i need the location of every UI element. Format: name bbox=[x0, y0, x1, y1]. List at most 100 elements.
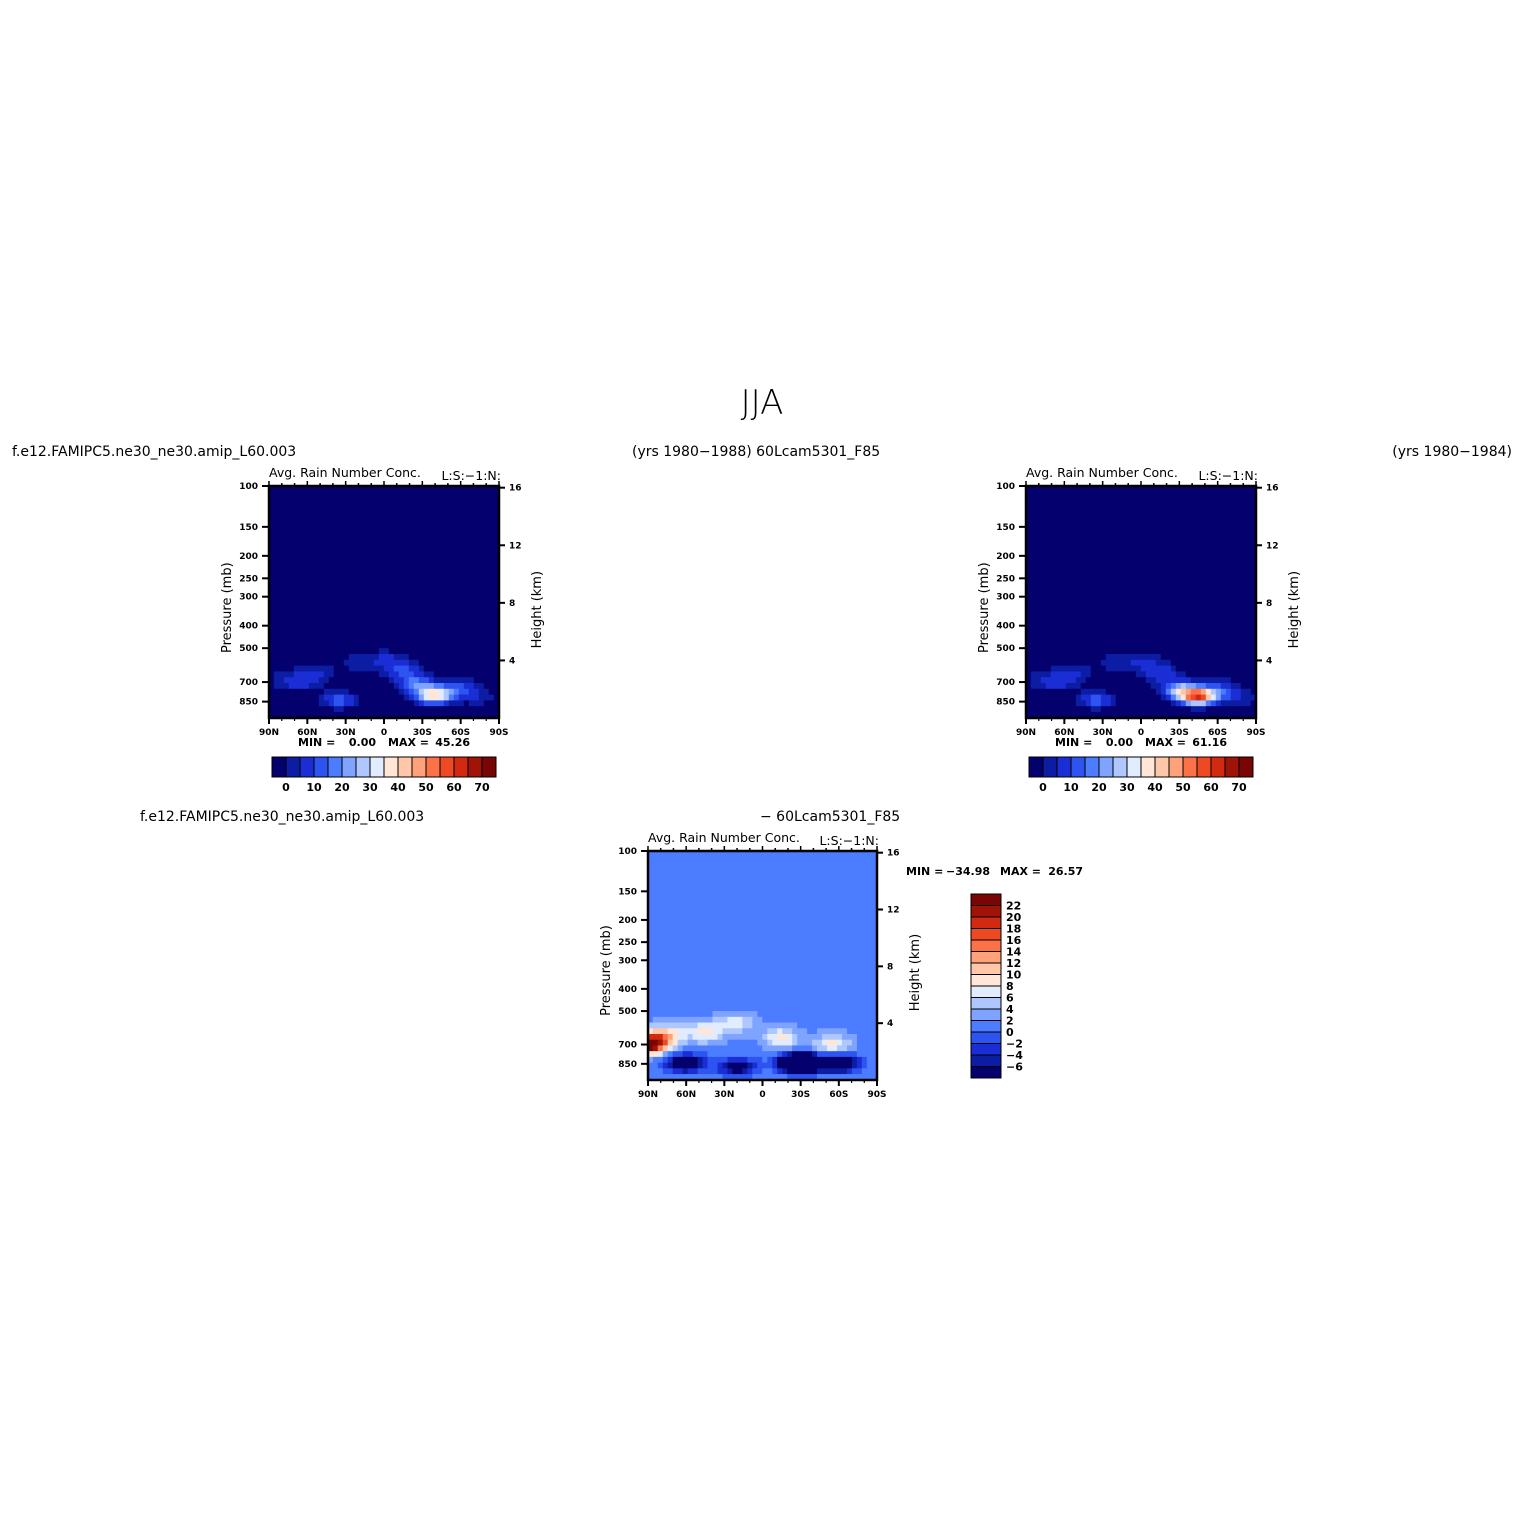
field-cell bbox=[657, 908, 664, 915]
field-cell bbox=[308, 671, 315, 678]
field-cell bbox=[273, 503, 280, 510]
field-cell bbox=[1155, 584, 1162, 591]
field-cell bbox=[303, 665, 310, 672]
field-cell bbox=[273, 706, 280, 713]
field-cell bbox=[742, 942, 748, 949]
field-cell bbox=[652, 953, 659, 960]
field-cell bbox=[1030, 497, 1037, 504]
field-cell bbox=[393, 543, 400, 550]
field-cell bbox=[692, 867, 698, 875]
field-cell bbox=[1230, 607, 1237, 614]
field-cell bbox=[1230, 601, 1237, 608]
field-cell bbox=[812, 867, 818, 875]
field-cell bbox=[408, 607, 415, 614]
field-cell bbox=[782, 965, 788, 972]
field-cell bbox=[861, 965, 868, 972]
field-cell bbox=[652, 982, 659, 989]
field-cell bbox=[453, 567, 460, 574]
field-cell bbox=[752, 890, 758, 897]
field-cell bbox=[737, 862, 743, 869]
field-cell bbox=[1230, 497, 1237, 504]
field-cell bbox=[787, 879, 793, 886]
field-cell bbox=[478, 561, 485, 568]
field-cell bbox=[298, 636, 305, 643]
field-cell bbox=[1080, 630, 1087, 637]
field-cell bbox=[702, 890, 708, 897]
field-cell bbox=[288, 619, 295, 626]
field-cell bbox=[418, 584, 425, 591]
field-cell bbox=[1080, 543, 1087, 550]
field-cell bbox=[328, 520, 335, 527]
field-cell bbox=[483, 688, 490, 695]
field-cell bbox=[1090, 497, 1097, 504]
field-cell bbox=[433, 607, 440, 614]
field-cell bbox=[378, 509, 385, 516]
field-cell bbox=[1160, 578, 1167, 585]
field-cell bbox=[373, 607, 380, 614]
field-cell bbox=[1125, 590, 1132, 597]
field-cell bbox=[398, 549, 405, 556]
field-cell bbox=[448, 700, 455, 707]
field-cell bbox=[1145, 607, 1152, 614]
field-cell bbox=[318, 491, 325, 498]
field-cell bbox=[1105, 567, 1112, 574]
field-cell bbox=[1180, 491, 1187, 498]
field-cell bbox=[443, 601, 450, 608]
field-cell bbox=[348, 561, 355, 568]
field-cell bbox=[443, 619, 450, 626]
field-cell bbox=[363, 688, 370, 695]
field-cell bbox=[1195, 561, 1202, 568]
field-cell bbox=[1240, 520, 1247, 527]
field-cell bbox=[717, 965, 723, 972]
field-cell bbox=[1220, 683, 1227, 690]
field-cell bbox=[393, 578, 400, 585]
field-cell bbox=[303, 514, 310, 521]
field-cell bbox=[269, 601, 275, 608]
field-cell bbox=[269, 526, 275, 533]
field-cell bbox=[1155, 659, 1162, 666]
field-cell bbox=[303, 567, 310, 574]
field-cell bbox=[308, 694, 315, 701]
field-cell bbox=[1085, 636, 1092, 643]
field-cell bbox=[1200, 659, 1207, 666]
field-cell bbox=[1150, 590, 1157, 597]
field-cell bbox=[368, 486, 375, 492]
field-cell bbox=[1070, 526, 1077, 533]
field-cell bbox=[797, 851, 803, 857]
field-cell bbox=[353, 584, 360, 591]
field-cell bbox=[1070, 613, 1077, 620]
field-cell bbox=[1035, 694, 1042, 701]
field-cell bbox=[373, 526, 380, 533]
field-cell bbox=[1105, 642, 1112, 649]
field-cell bbox=[398, 578, 405, 585]
field-cell bbox=[303, 538, 310, 545]
field-cell bbox=[1125, 543, 1132, 550]
field-cell bbox=[453, 526, 460, 533]
field-cell bbox=[1026, 601, 1032, 608]
field-cell bbox=[782, 851, 788, 857]
field-cell bbox=[846, 948, 853, 955]
field-cell bbox=[318, 613, 325, 620]
field-cell bbox=[1100, 555, 1107, 562]
field-cell bbox=[1130, 636, 1137, 643]
field-cell bbox=[293, 712, 300, 718]
field-cell bbox=[1165, 607, 1172, 614]
field-cell bbox=[1060, 578, 1067, 585]
field-cell bbox=[1195, 700, 1202, 707]
field-cell bbox=[717, 948, 723, 955]
field-cell bbox=[777, 851, 783, 857]
field-cell bbox=[468, 486, 475, 492]
field-cell bbox=[687, 851, 694, 857]
field-cell bbox=[797, 862, 803, 869]
field-cell bbox=[802, 873, 808, 880]
field-cell bbox=[682, 873, 689, 880]
field-cell bbox=[1140, 607, 1147, 614]
field-cell bbox=[1235, 654, 1242, 661]
field-cell bbox=[1145, 520, 1152, 527]
field-cell bbox=[408, 567, 415, 574]
field-cell bbox=[418, 694, 425, 701]
field-cell bbox=[1080, 683, 1087, 690]
field-cell bbox=[1155, 671, 1162, 678]
field-cell bbox=[408, 700, 415, 707]
field-cell bbox=[1105, 578, 1112, 585]
